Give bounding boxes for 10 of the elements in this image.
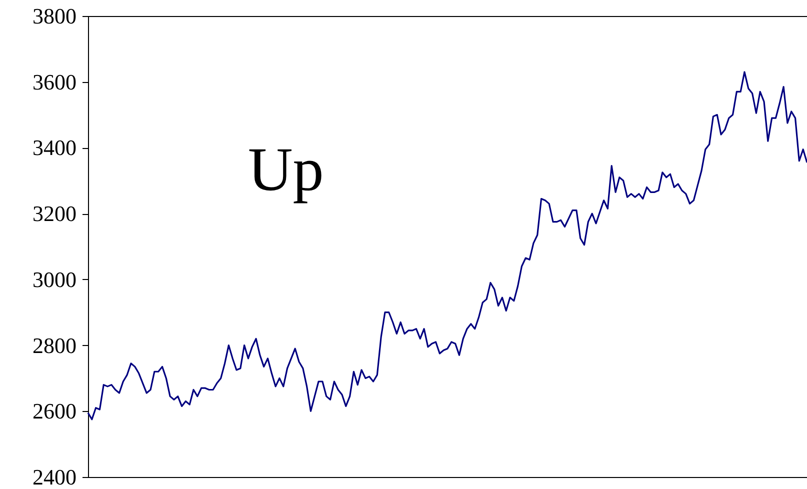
line-series xyxy=(87,71,807,420)
y-tick-label: 3600 xyxy=(32,69,76,94)
annotation: Up xyxy=(248,136,324,204)
y-tick-label: 3000 xyxy=(32,266,76,292)
y-tick-label: 3800 xyxy=(32,4,76,28)
y-tick-label: 3400 xyxy=(32,135,76,160)
y-tick-label: 3200 xyxy=(32,201,76,226)
y-tick-label: 2600 xyxy=(32,398,76,424)
y-tick-label: 2800 xyxy=(32,332,76,358)
y-tick-label: 2400 xyxy=(32,464,76,489)
